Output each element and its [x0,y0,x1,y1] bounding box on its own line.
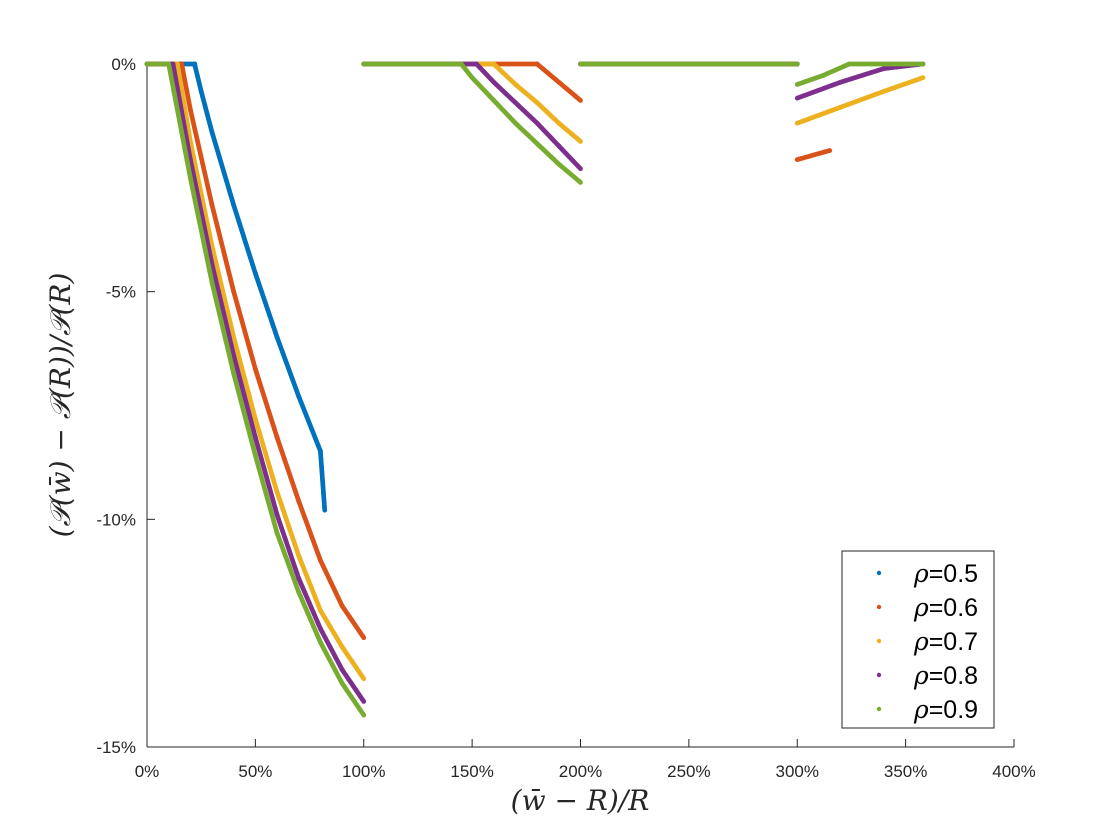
data-point [322,507,328,513]
data-point [827,148,833,153]
y-axis-title: (𝒫(w̄) − 𝒫(R))/𝒫(R) [44,273,77,538]
series-2-segment-1 [144,61,367,641]
y-tick-label: 0% [111,55,136,74]
series-5 [144,61,926,718]
data-point [794,61,800,67]
legend-label: ρ=0.7 [913,627,978,656]
series-2-segment-2 [361,61,583,103]
x-ticks: 0% 50% 100% 150% 200% 250% 300% 350% 400% [135,739,1036,781]
series-1 [144,61,328,513]
x-tick-label: 150% [450,762,493,781]
series-2-segment-4 [794,148,833,163]
data-point [361,635,367,641]
y-tick-label: -10% [96,510,136,529]
legend-marker [876,638,882,644]
plot-area: 0% 50% 100% 150% 200% 250% 300% 350% 400% 0% -5% -… [96,55,1035,781]
x-tick-label: 250% [667,762,710,781]
series-5-segment-3 [578,61,800,67]
series-layer [144,61,926,718]
legend-label: ρ=0.5 [913,559,978,588]
legend-marker [876,604,882,610]
data-point [920,75,926,81]
x-tick-label: 50% [238,762,272,781]
data-point [578,139,583,144]
y-tick-label: -15% [96,738,136,757]
x-tick-label: 400% [992,762,1035,781]
series-5-segment-4 [794,61,926,87]
series-5-segment-1 [144,61,367,718]
data-point [361,676,367,682]
legend-label: ρ=0.6 [913,593,978,622]
legend-marker [876,672,882,678]
x-tick-label: 300% [776,762,819,781]
legend-label: ρ=0.9 [913,695,978,724]
series-3-segment-4 [794,75,926,126]
y-ticks: 0% -5% -10% -15% [96,55,155,757]
data-point [578,166,583,172]
x-tick-label: 350% [884,762,927,781]
series-1-segment-1 [144,61,328,513]
data-point [920,61,926,67]
x-axis-title: (w̄ − R)/R [511,784,650,817]
legend-label: ρ=0.8 [913,661,978,690]
legend-marker [876,570,882,576]
data-point [578,98,583,103]
legend-items: ρ=0.5 ρ=0.6 ρ=0.7 ρ=0.8 ρ=0.9 [876,559,978,724]
legend-box [841,550,995,729]
series-4-segment-1 [144,61,367,704]
x-tick-label: 100% [342,762,385,781]
x-tick-label: 0% [135,762,160,781]
series-4-segment-4 [794,61,926,101]
series-2 [144,61,833,641]
data-point [361,699,367,704]
legend: ρ=0.5 ρ=0.6 ρ=0.7 ρ=0.8 ρ=0.9 [841,550,995,729]
y-tick-label: -5% [106,283,136,302]
data-point [578,179,583,185]
x-tick-label: 200% [559,762,602,781]
series-5-segment-2 [361,61,583,185]
legend-marker [876,706,882,712]
data-point [361,712,367,718]
